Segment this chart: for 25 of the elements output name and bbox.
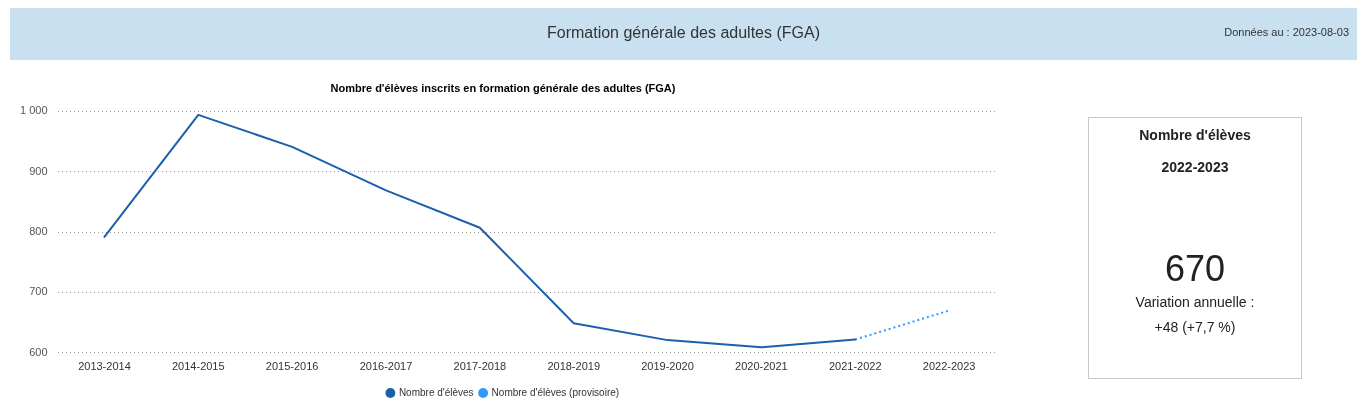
chart-title: Formation générale des adultes (FGA) [546, 24, 820, 41]
y-tick-label: 1 000 [20, 104, 48, 117]
text: +48 (+7,7 %) [1153, 319, 1237, 335]
y-tick-label: 600 [29, 345, 48, 358]
text: Variation annuelle : [1134, 294, 1256, 310]
x-tick-label: 2019-2020 [641, 360, 694, 373]
legend-label: Nombre d'élèves [398, 386, 474, 398]
y-tick-label: 900 [29, 164, 48, 177]
y-tick-label: 800 [29, 225, 48, 238]
chart-subtitle: Nombre d'élèves inscrits en formation générale des adultes (FGA) [330, 81, 676, 94]
x-tick-label: 2018-2019 [547, 360, 600, 373]
text: Données au : 2023-08-03 [1224, 26, 1349, 38]
x-tick-label: 2016-2017 [359, 360, 413, 373]
x-tick-label: 2017-2018 [453, 360, 507, 373]
x-tick-label: 2014-2015 [171, 360, 225, 373]
y-tick-label: 700 [29, 285, 48, 298]
legend-label: Nombre d'élèves (provisoire) [491, 386, 620, 398]
x-tick-label: 2020-2021 [735, 360, 788, 373]
x-tick-label: 2022-2023 [922, 360, 976, 373]
x-tick-label: 2021-2022 [828, 360, 882, 373]
x-tick-label: 2015-2016 [265, 360, 319, 373]
x-tick-label: 2013-2014 [78, 360, 131, 373]
text: 2022-2023 [1160, 159, 1230, 175]
text: Nombre d'élèves [1138, 127, 1252, 143]
text: 670 [1163, 248, 1227, 290]
